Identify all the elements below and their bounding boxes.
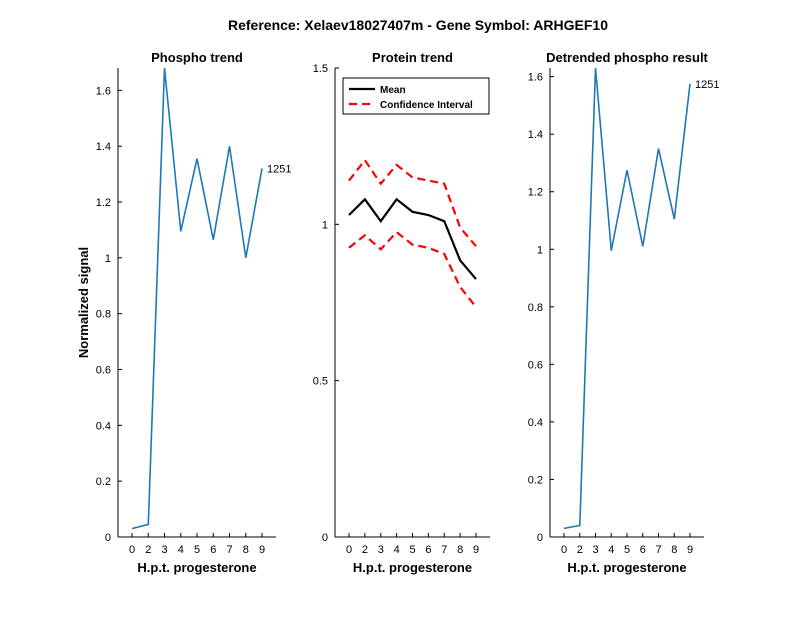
- x-tick-label: 9: [259, 544, 265, 556]
- y-tick-label: 1.5: [313, 63, 328, 75]
- x-tick-label: 0: [561, 544, 567, 556]
- x-axis-label: H.p.t. progesterone: [353, 560, 472, 575]
- x-tick-label: 9: [473, 544, 479, 556]
- x-axis-label: H.p.t. progesterone: [567, 560, 686, 575]
- x-tick-label: 6: [210, 544, 216, 556]
- panel-title: Phospho trend: [151, 50, 243, 65]
- x-tick-label: 4: [178, 544, 184, 556]
- y-tick-label: 0.5: [313, 376, 328, 388]
- legend-label-ci: Confidence Interval: [380, 100, 473, 111]
- series-line-1-2: [348, 230, 477, 308]
- x-tick-label: 3: [592, 544, 598, 556]
- y-tick-label: 0.2: [96, 476, 111, 488]
- y-tick-label: 1: [322, 219, 328, 231]
- x-tick-label: 2: [362, 544, 368, 556]
- y-tick-label: 1.4: [96, 141, 111, 153]
- x-tick-label: 8: [457, 544, 463, 556]
- x-tick-label: 8: [243, 544, 249, 556]
- x-tick-label: 2: [577, 544, 583, 556]
- x-tick-label: 4: [608, 544, 614, 556]
- x-tick-label: 3: [378, 544, 384, 556]
- y-tick-label: 1.6: [528, 72, 543, 84]
- y-tick-label: 1: [537, 244, 543, 256]
- x-tick-label: 2: [145, 544, 151, 556]
- x-tick-label: 7: [655, 544, 661, 556]
- y-tick-label: 0.4: [96, 420, 111, 432]
- x-tick-label: 5: [194, 544, 200, 556]
- y-tick-label: 0.2: [528, 474, 543, 486]
- y-tick-label: 0.6: [96, 365, 111, 377]
- legend-box: [342, 77, 490, 115]
- figure-title: Reference: Xelaev18027407m - Gene Symbol…: [228, 17, 608, 33]
- x-tick-label: 6: [640, 544, 646, 556]
- x-tick-label: 5: [624, 544, 630, 556]
- y-tick-label: 1.4: [528, 129, 543, 141]
- x-axis-label: H.p.t. progesterone: [137, 560, 256, 575]
- x-tick-label: 8: [671, 544, 677, 556]
- y-axis-label: Normalized signal: [76, 247, 91, 358]
- x-tick-label: 0: [129, 544, 135, 556]
- y-tick-label: 0.8: [528, 302, 543, 314]
- legend-label-mean: Mean: [380, 85, 406, 96]
- y-tick-label: 0: [105, 532, 111, 544]
- x-tick-label: 6: [425, 544, 431, 556]
- x-tick-label: 7: [226, 544, 232, 556]
- series-line-1-1: [348, 158, 477, 247]
- y-tick-label: 0: [537, 532, 543, 544]
- y-tick-label: 1.6: [96, 85, 111, 97]
- x-tick-label: 4: [394, 544, 400, 556]
- x-tick-label: 5: [409, 544, 415, 556]
- panel-title: Detrended phospho result: [546, 50, 708, 65]
- series-line-2-0: [563, 67, 691, 530]
- panel-title: Protein trend: [372, 50, 453, 65]
- x-tick-label: 9: [687, 544, 693, 556]
- x-tick-label: 7: [441, 544, 447, 556]
- y-tick-label: 0.4: [528, 417, 543, 429]
- y-tick-label: 1.2: [528, 187, 543, 199]
- series-end-label: 1251: [695, 79, 719, 91]
- x-tick-label: 0: [346, 544, 352, 556]
- y-tick-label: 0.8: [96, 309, 111, 321]
- y-tick-label: 0.6: [528, 359, 543, 371]
- series-end-label: 1251: [267, 164, 291, 176]
- x-tick-label: 3: [161, 544, 167, 556]
- y-tick-label: 0: [322, 532, 328, 544]
- y-tick-label: 1.2: [96, 197, 111, 209]
- series-line-1-0: [348, 197, 477, 280]
- series-line-0-0: [131, 67, 263, 530]
- y-tick-label: 1: [105, 253, 111, 265]
